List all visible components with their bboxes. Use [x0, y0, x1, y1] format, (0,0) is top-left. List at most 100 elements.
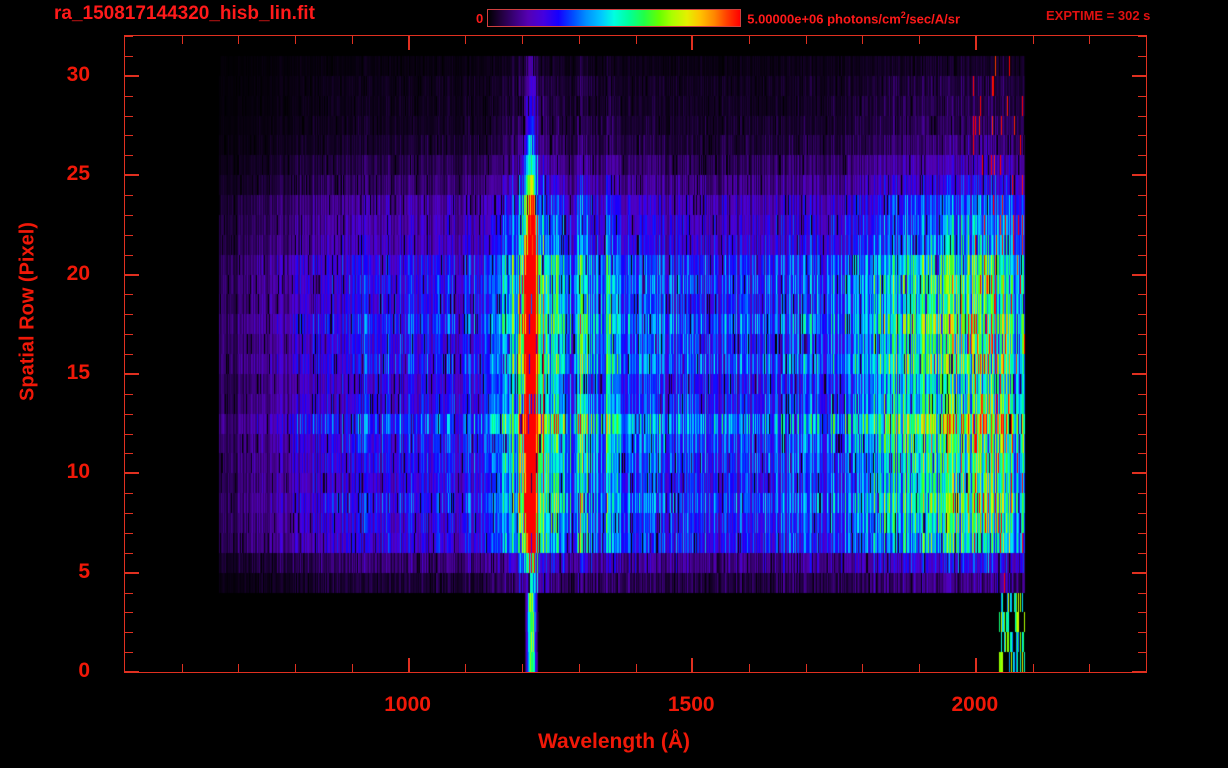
x-tick-minor	[635, 664, 637, 672]
x-tick-minor	[748, 664, 750, 672]
x-tick-minor	[238, 664, 240, 672]
y-tick-label: 25	[66, 162, 90, 186]
x-tick-minor-top	[805, 36, 807, 44]
y-tick-label: 10	[66, 460, 90, 484]
x-tick-major	[974, 658, 977, 672]
x-tick-minor	[351, 664, 353, 672]
y-tick-minor-right	[1138, 552, 1146, 554]
y-tick-minor-right	[1138, 354, 1146, 355]
y-tick-minor	[125, 393, 133, 395]
y-tick-minor	[125, 115, 133, 117]
y-tick-minor-right	[1138, 55, 1146, 57]
x-tick-minor-top	[295, 36, 297, 44]
colorbar-max-value: 5.00000e+06 photons/cm	[747, 11, 901, 27]
x-tick-minor-top	[748, 36, 750, 44]
y-tick-minor	[125, 214, 133, 216]
y-tick-minor-right	[1138, 433, 1146, 435]
y-tick-major-right	[1132, 671, 1146, 673]
y-tick-minor	[125, 453, 133, 455]
x-tick-minor-top	[862, 36, 864, 44]
y-tick-minor-right	[1138, 254, 1146, 256]
x-tick-major	[407, 658, 410, 672]
y-tick-minor-right	[1138, 592, 1146, 594]
y-tick-major	[125, 472, 139, 475]
plot-frame	[124, 35, 1147, 673]
x-tick-minor-top	[1089, 36, 1091, 44]
y-tick-minor	[125, 612, 133, 614]
y-tick-major	[125, 571, 139, 574]
y-tick-major-right	[1132, 174, 1146, 177]
x-tick-label: 1000	[384, 693, 431, 716]
x-tick-minor-top	[522, 36, 524, 44]
x-tick-minor	[522, 664, 524, 672]
x-tick-minor	[181, 664, 183, 672]
x-tick-minor-top	[181, 36, 183, 44]
x-tick-minor	[805, 664, 807, 672]
y-tick-major-right	[1132, 472, 1146, 475]
colorbar-max-label: 5.00000e+06 photons/cm2/sec/A/sr	[747, 9, 961, 27]
y-tick-minor-right	[1138, 493, 1146, 495]
y-tick-minor	[125, 513, 133, 514]
y-tick-minor-right	[1138, 532, 1146, 534]
x-tick-minor	[919, 664, 921, 672]
y-tick-label: 15	[66, 360, 90, 384]
x-tick-minor	[1089, 664, 1091, 672]
x-tick-minor-top	[919, 36, 921, 44]
y-tick-major	[125, 174, 139, 177]
y-tick-minor-right	[1138, 214, 1146, 216]
y-tick-minor-right	[1138, 652, 1146, 654]
y-tick-minor-right	[1138, 155, 1146, 157]
y-tick-minor-right	[1138, 234, 1146, 236]
y-tick-minor-right	[1138, 95, 1146, 97]
spectrogram-image	[125, 36, 1146, 672]
x-tick-minor	[1146, 664, 1147, 672]
y-tick-label: 30	[66, 62, 90, 86]
y-tick-label: 20	[66, 261, 90, 285]
y-tick-minor	[125, 493, 133, 495]
y-tick-major-right	[1132, 571, 1146, 574]
y-tick-minor-right	[1138, 334, 1146, 336]
y-tick-minor	[125, 95, 133, 97]
x-tick-minor	[578, 664, 580, 672]
y-tick-minor	[125, 552, 133, 554]
y-tick-minor-right	[1138, 413, 1146, 415]
y-tick-major	[125, 74, 139, 77]
x-axis-title: Wavelength (Å)	[537, 730, 691, 753]
y-tick-minor	[125, 354, 133, 355]
y-tick-minor	[125, 36, 133, 37]
colorbar-max-superscript: 2	[900, 9, 906, 20]
y-tick-minor-right	[1138, 314, 1146, 316]
y-tick-minor-right	[1138, 115, 1146, 117]
y-tick-minor	[125, 55, 133, 57]
x-tick-minor	[862, 664, 864, 672]
y-tick-minor-right	[1138, 612, 1146, 614]
exptime-label: EXPTIME = 302 s	[1046, 8, 1151, 23]
y-tick-label: 5	[78, 559, 90, 583]
y-tick-minor	[125, 632, 133, 634]
y-tick-major-right	[1132, 74, 1146, 77]
y-tick-major-right	[1132, 273, 1146, 276]
colorbar-min-label: 0	[476, 10, 484, 26]
colorbar-max-suffix: /sec/A/sr	[905, 11, 961, 27]
x-tick-major-top	[407, 36, 410, 50]
y-tick-minor	[125, 334, 133, 336]
page-title: ra_150817144320_hisb_lin.fit	[54, 3, 315, 24]
y-tick-major	[125, 372, 139, 375]
y-tick-minor	[125, 314, 133, 316]
y-tick-minor	[125, 433, 133, 435]
y-tick-major-right	[1132, 372, 1146, 375]
x-tick-minor	[295, 664, 297, 672]
x-tick-minor-top	[635, 36, 637, 44]
x-tick-minor	[1032, 664, 1034, 672]
y-tick-minor-right	[1138, 294, 1146, 296]
y-tick-minor	[125, 532, 133, 534]
y-tick-label: 0	[78, 659, 90, 682]
y-tick-minor-right	[1138, 393, 1146, 395]
y-tick-minor-right	[1138, 135, 1146, 137]
colorbar: 0 5.00000e+06 photons/cm2/sec/A/sr	[476, 7, 960, 29]
x-tick-label: 1500	[667, 693, 715, 716]
x-tick-minor-top	[465, 36, 467, 44]
y-tick-minor	[125, 135, 133, 137]
y-tick-minor-right	[1138, 195, 1146, 196]
